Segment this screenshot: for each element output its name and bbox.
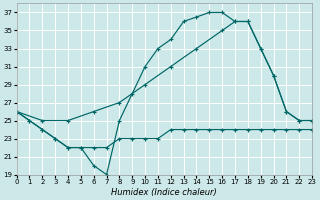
X-axis label: Humidex (Indice chaleur): Humidex (Indice chaleur) bbox=[111, 188, 217, 197]
